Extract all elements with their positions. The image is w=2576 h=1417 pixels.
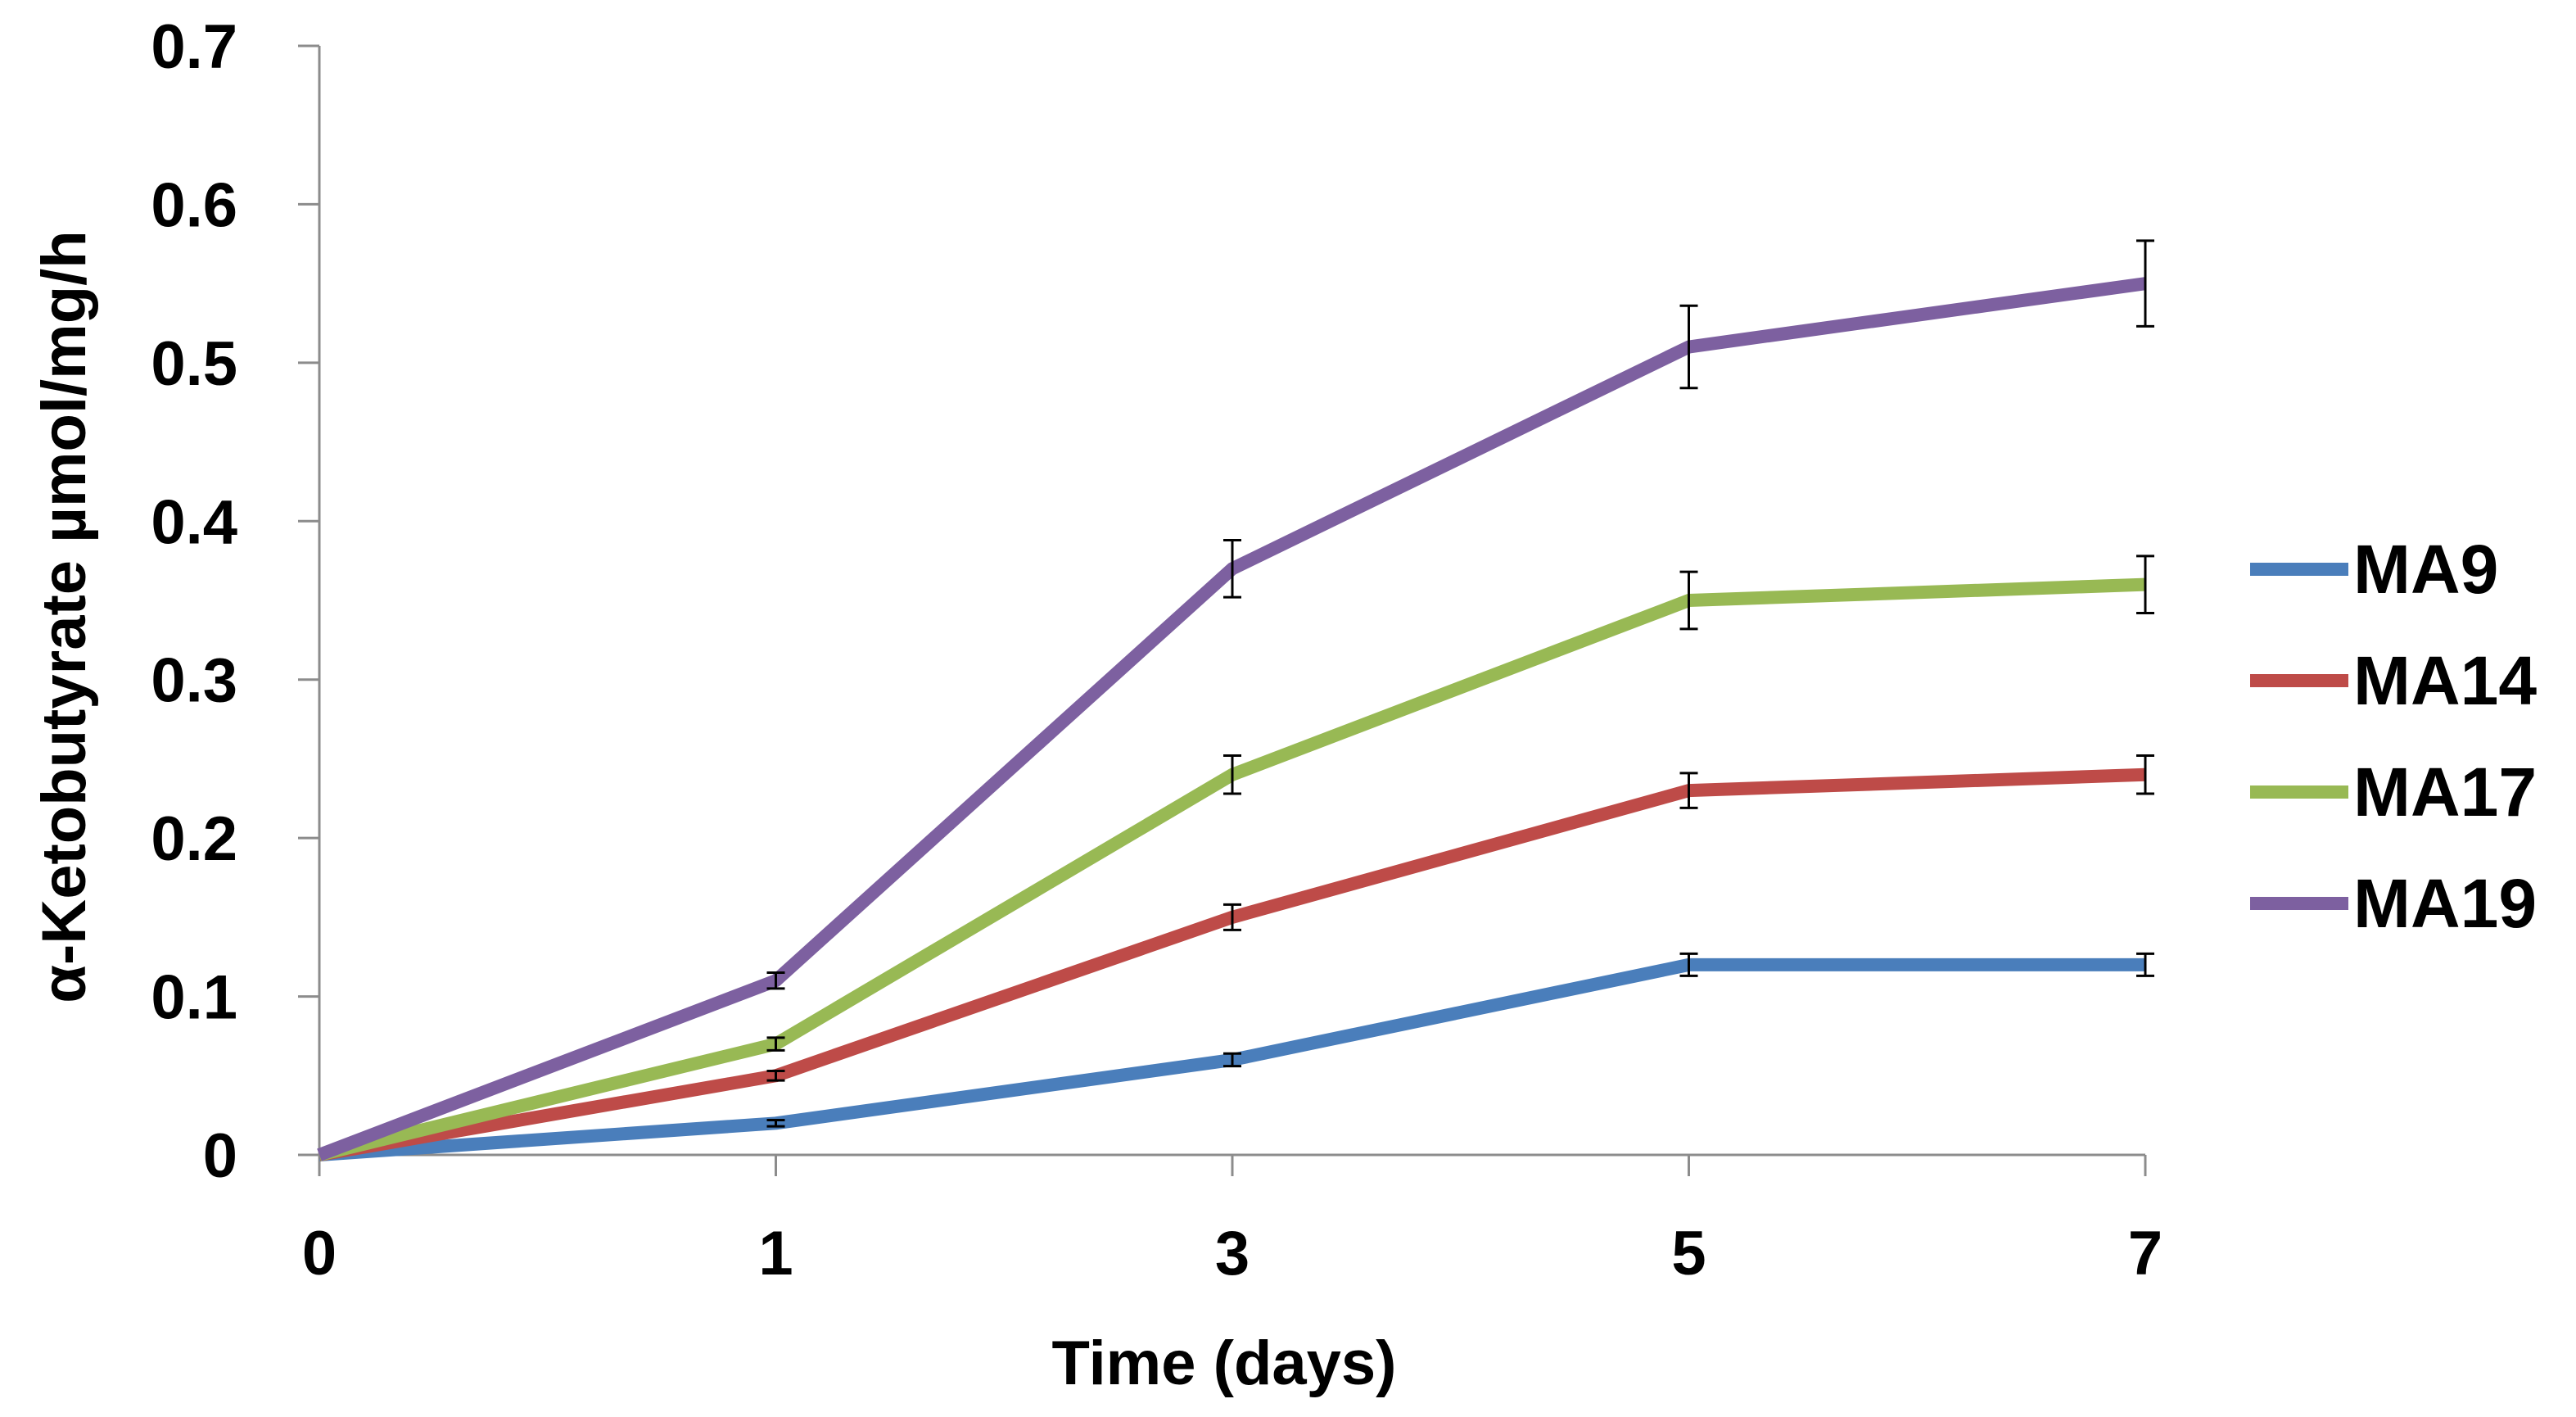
- legend-item-ma9: MA9: [2250, 531, 2498, 608]
- y-tick-label: 0.5: [151, 329, 237, 399]
- y-tick-label: 0.3: [151, 646, 237, 716]
- legend-label: MA19: [2353, 865, 2537, 942]
- legend: MA9 MA14 MA17 MA19: [2250, 531, 2537, 942]
- error-bar-ma19: [1223, 538, 1241, 599]
- error-bars: [766, 239, 2154, 1128]
- legend-item-ma17: MA17: [2250, 754, 2537, 831]
- error-bar-ma9: [1679, 952, 1698, 977]
- x-tick-label: 5: [1671, 1219, 1706, 1288]
- legend-label: MA14: [2353, 642, 2537, 719]
- legend-label: MA9: [2353, 531, 2498, 608]
- series-line-ma17: [318, 577, 2146, 1161]
- x-tick-label: 7: [2128, 1219, 2162, 1288]
- y-tick-label: 0.4: [151, 487, 237, 557]
- error-bar-ma17: [766, 1036, 785, 1052]
- error-bar-ma17: [1223, 754, 1241, 795]
- legend-item-ma19: MA19: [2250, 865, 2537, 942]
- error-bar-ma9: [2136, 952, 2154, 977]
- y-tick-label: 0.7: [151, 12, 237, 82]
- y-axis-ticks: 0 0.1 0.2 0.3 0.4 0.5 0.6 0.7: [151, 12, 319, 1191]
- error-bar-ma19: [766, 971, 785, 990]
- series-layer: [317, 277, 2147, 1161]
- x-tick-label: 3: [1215, 1219, 1250, 1288]
- x-axis-title: Time (days): [1052, 1329, 1397, 1398]
- error-bar-ma9: [1223, 1052, 1241, 1068]
- error-bar-ma17: [2136, 555, 2154, 614]
- error-bar-ma14: [2136, 754, 2154, 795]
- legend-item-ma14: MA14: [2250, 642, 2537, 719]
- x-axis-ticks: 0 1 3 5 7: [302, 1155, 2162, 1288]
- error-bar-ma14: [766, 1069, 785, 1082]
- x-tick-label: 0: [302, 1219, 337, 1288]
- y-tick-label: 0.1: [151, 963, 237, 1033]
- error-bar-ma19: [2136, 239, 2154, 328]
- y-tick-label: 0.6: [151, 170, 237, 240]
- x-tick-label: 1: [758, 1219, 793, 1288]
- error-bar-ma14: [1223, 903, 1241, 931]
- y-tick-label: 0: [203, 1121, 237, 1191]
- error-bar-ma19: [1679, 304, 1698, 390]
- legend-label: MA17: [2353, 754, 2537, 831]
- error-bar-ma14: [1679, 772, 1698, 809]
- series-line-ma19: [317, 277, 2147, 1161]
- y-tick-label: 0.2: [151, 804, 237, 874]
- error-bar-ma9: [766, 1118, 785, 1128]
- error-bar-ma17: [1679, 570, 1698, 631]
- y-axis-title: α-Ketobutyrate µmol/mg/h: [29, 230, 99, 1003]
